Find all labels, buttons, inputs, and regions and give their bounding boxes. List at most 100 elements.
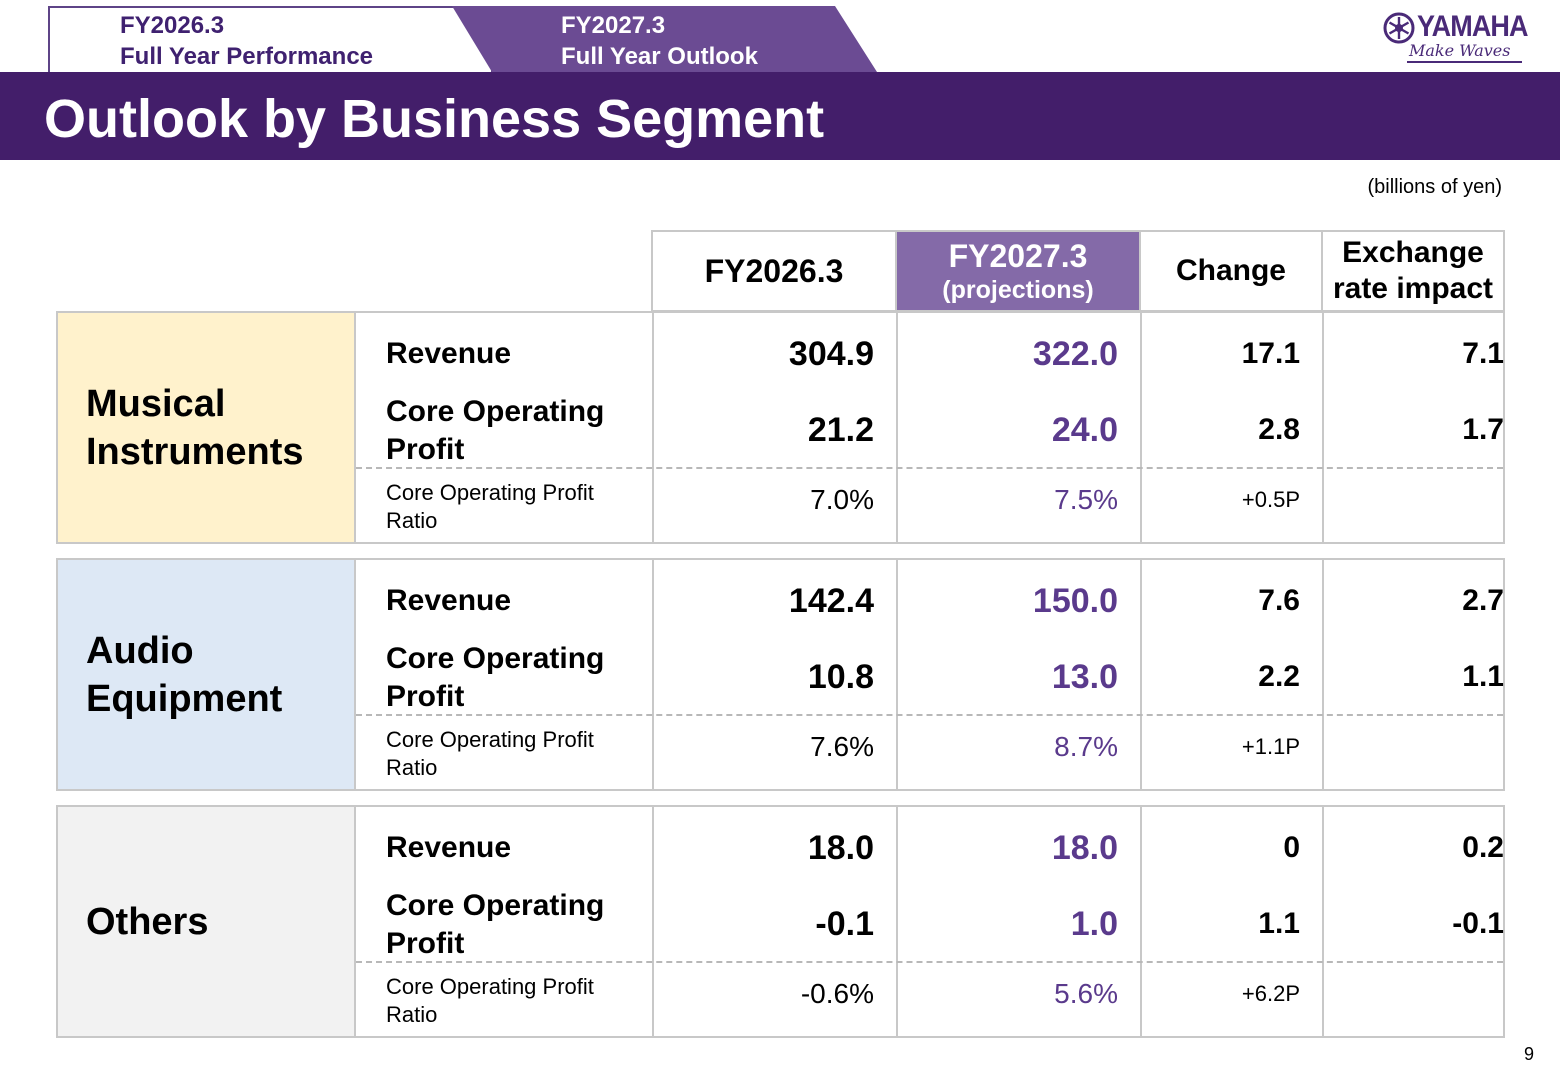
core-operating-profit-fy2026: 21.2 [807,411,874,449]
row-label-line1: Core Operating Profit [386,974,594,999]
row-label-core-operating-profit-ratio: Core Operating Profit Ratio [386,973,594,1029]
column-header-fy2027-note: (projections) [942,276,1094,304]
row-divider-dashed [356,467,1503,469]
ratio-fy2027: 8.7% [1054,731,1118,762]
core-operating-profit-change: 2.2 [1258,660,1300,693]
revenue-change: 7.6 [1258,584,1300,617]
tab-label-line2: Full Year Performance [120,43,374,70]
revenue-exchange-impact: 0.2 [1462,831,1504,864]
core-operating-profit-fy2027: 1.0 [1070,905,1118,943]
row-label-line2: Ratio [386,1002,438,1027]
page-title: Outlook by Business Segment [44,89,825,149]
column-divider [1322,313,1324,542]
segment-name-line1: Audio [86,629,194,672]
ratio-fy2026: 7.0% [810,484,874,515]
segment-name-line1: Others [86,900,209,943]
row-divider-dashed [356,961,1503,963]
tab-fy2026-performance[interactable]: FY2026.3 Full Year Performance [48,6,493,72]
segment-name-line2: Equipment [86,677,283,720]
logo-underline [1407,61,1522,63]
core-operating-profit-fy2027: 13.0 [1051,658,1118,696]
row-label-core-operating-profit-ratio: Core Operating Profit Ratio [386,726,594,782]
column-divider [1140,313,1142,542]
column-divider [652,560,654,789]
row-label-core-operating-profit: Core Operating Profit [386,887,604,963]
column-header-exchange-line1: Exchange [1342,236,1484,269]
column-divider [896,807,898,1036]
column-divider [652,807,654,1036]
row-label-line2: Ratio [386,508,438,533]
logo-wordmark: YAMAHA [1417,10,1529,43]
ratio-fy2027: 5.6% [1054,978,1118,1009]
column-divider [1322,807,1324,1036]
core-operating-profit-fy2027: 24.0 [1051,411,1118,449]
row-label-line1: Core Operating [386,395,605,428]
column-header-fy2026: FY2026.3 [651,230,897,312]
segment-block-musical-instruments: Musical Instruments Revenue Core Operati… [56,311,1505,544]
row-label-core-operating-profit-ratio: Core Operating Profit Ratio [386,479,594,535]
column-header-fy2027: FY2027.3 (projections) [895,230,1141,312]
ratio-change: +6.2P [1241,981,1300,1006]
segment-name-line2: Instruments [86,430,304,473]
segment-name-line1: Musical [86,382,226,425]
column-divider [1322,560,1324,789]
yamaha-logo: YAMAHA Make Waves [1383,8,1529,68]
segment-block-others: Others Revenue Core Operating Profit Cor… [56,805,1505,1038]
unit-note: (billions of yen) [1367,176,1502,198]
core-operating-profit-fy2026: -0.1 [815,905,874,943]
core-operating-profit-fy2026: 10.8 [807,658,874,696]
revenue-fy2027: 18.0 [1051,829,1118,867]
revenue-change: 17.1 [1241,337,1300,370]
logo-tagline: Make Waves [1409,41,1511,60]
revenue-fy2027: 150.0 [1032,582,1118,620]
core-operating-profit-exchange-impact: 1.1 [1462,660,1504,693]
revenue-fy2026: 142.4 [788,582,874,620]
column-divider [896,313,898,542]
core-operating-profit-exchange-impact: 1.7 [1462,413,1504,446]
row-label-core-operating-profit: Core Operating Profit [386,640,604,716]
column-divider [1140,560,1142,789]
segment-name-cell: Musical Instruments [58,313,356,542]
row-label-core-operating-profit: Core Operating Profit [386,393,604,469]
column-divider [896,560,898,789]
revenue-exchange-impact: 2.7 [1462,584,1504,617]
column-divider [1140,807,1142,1036]
page-number: 9 [1523,1044,1534,1064]
tuning-fork-emblem-icon [1383,12,1415,44]
tab-label-line1: FY2026.3 [120,12,225,39]
tab-fy2027-outlook[interactable]: FY2027.3 Full Year Outlook [452,6,877,72]
core-operating-profit-change: 1.1 [1258,907,1300,940]
row-label-line1: Core Operating Profit [386,727,594,752]
segment-block-audio-equipment: Audio Equipment Revenue Core Operating P… [56,558,1505,791]
title-bar: Outlook by Business Segment [0,72,1560,160]
tab-label-line2: Full Year Outlook [561,43,758,70]
column-header-exchange-impact: Exchange rate impact [1321,230,1505,312]
revenue-fy2027: 322.0 [1032,335,1118,373]
core-operating-profit-exchange-impact: -0.1 [1452,907,1504,940]
row-label-line1: Core Operating Profit [386,480,594,505]
revenue-fy2026: 304.9 [788,335,874,373]
column-header-change: Change [1139,230,1323,312]
row-label-line1: Core Operating [386,642,605,675]
row-label-revenue: Revenue [386,831,512,864]
row-label-line2: Ratio [386,755,438,780]
row-label-line1: Core Operating [386,889,605,922]
row-label-line2: Profit [386,680,465,713]
ratio-fy2026: 7.6% [810,731,874,762]
row-label-revenue: Revenue [386,337,512,370]
revenue-change: 0 [1283,831,1300,864]
column-divider [652,313,654,542]
tab-label-line1: FY2027.3 [561,12,666,39]
row-divider-dashed [356,714,1503,716]
column-header-exchange-line2: rate impact [1332,272,1494,305]
core-operating-profit-change: 2.8 [1258,413,1300,446]
segment-name-cell: Others [58,807,356,1036]
row-label-line2: Profit [386,927,465,960]
segment-name-cell: Audio Equipment [58,560,356,789]
row-label-revenue: Revenue [386,584,512,617]
revenue-fy2026: 18.0 [807,829,874,867]
revenue-exchange-impact: 7.1 [1462,337,1504,370]
ratio-change: +1.1P [1241,734,1300,759]
row-label-line2: Profit [386,433,465,466]
ratio-change: +0.5P [1241,487,1300,512]
